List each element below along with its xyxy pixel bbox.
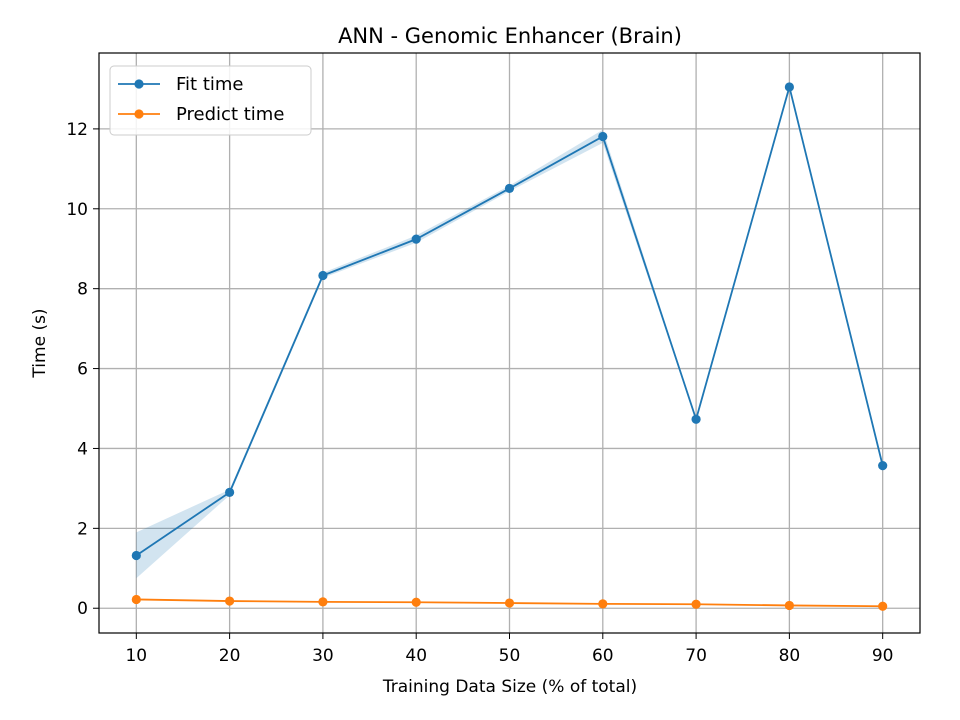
predict-time-point bbox=[131, 594, 141, 605]
x-tick-label: 40 bbox=[405, 646, 427, 666]
predict-time-point bbox=[784, 600, 794, 611]
y-tick-label: 10 bbox=[66, 200, 88, 220]
legend-box bbox=[109, 65, 312, 136]
grid bbox=[99, 53, 920, 633]
chart-title: ANN - Genomic Enhancer (Brain) bbox=[338, 24, 682, 48]
x-tick-label: 30 bbox=[312, 646, 334, 666]
legend-fit-time-marker bbox=[134, 79, 144, 89]
fit-time-point bbox=[691, 414, 701, 424]
fit-time-point bbox=[225, 487, 235, 497]
y-tick-label: 2 bbox=[77, 519, 88, 539]
legend-predict-time-label: Predict time bbox=[176, 104, 284, 125]
y-tick-label: 8 bbox=[77, 280, 88, 300]
predict-time-point bbox=[691, 599, 701, 609]
fit-time-point bbox=[131, 550, 141, 561]
fit-time-point bbox=[411, 234, 421, 244]
fit-time-point bbox=[504, 183, 515, 194]
x-axis-label: Training Data Size (% of total) bbox=[382, 677, 637, 697]
x-tick-label: 90 bbox=[872, 646, 894, 666]
x-tick-label: 60 bbox=[592, 646, 614, 666]
predict-time-point bbox=[225, 596, 235, 606]
legend-predict-time-marker bbox=[134, 109, 144, 119]
fit-time-point bbox=[878, 461, 888, 471]
y-tick-label: 4 bbox=[77, 439, 88, 459]
series-points bbox=[131, 82, 888, 611]
predict-time-point bbox=[318, 597, 328, 607]
x-tick-label: 10 bbox=[125, 646, 147, 666]
y-tick-label: 6 bbox=[77, 360, 88, 380]
x-axis-ticks: 10 20 30 40 50 60 70 80 90 bbox=[125, 633, 894, 666]
y-tick-label: 0 bbox=[77, 599, 88, 619]
predict-time-point bbox=[598, 599, 608, 609]
fit-time-point bbox=[598, 131, 608, 142]
x-tick-label: 20 bbox=[219, 646, 241, 666]
x-tick-label: 50 bbox=[499, 646, 521, 666]
y-axis-label: Time (s) bbox=[30, 308, 50, 378]
x-tick-label: 70 bbox=[685, 646, 707, 666]
fit-time-point bbox=[318, 270, 328, 281]
y-axis-ticks: 0 2 4 6 8 10 12 bbox=[66, 120, 99, 619]
predict-time-point bbox=[878, 601, 888, 611]
legend: Fit time Predict time bbox=[109, 65, 312, 136]
fit-time-point bbox=[784, 82, 794, 92]
legend-fit-time-label: Fit time bbox=[176, 74, 244, 95]
x-tick-label: 80 bbox=[779, 646, 801, 666]
predict-time-point bbox=[411, 597, 421, 607]
y-tick-label: 12 bbox=[66, 120, 88, 140]
predict-time-point bbox=[504, 598, 515, 608]
